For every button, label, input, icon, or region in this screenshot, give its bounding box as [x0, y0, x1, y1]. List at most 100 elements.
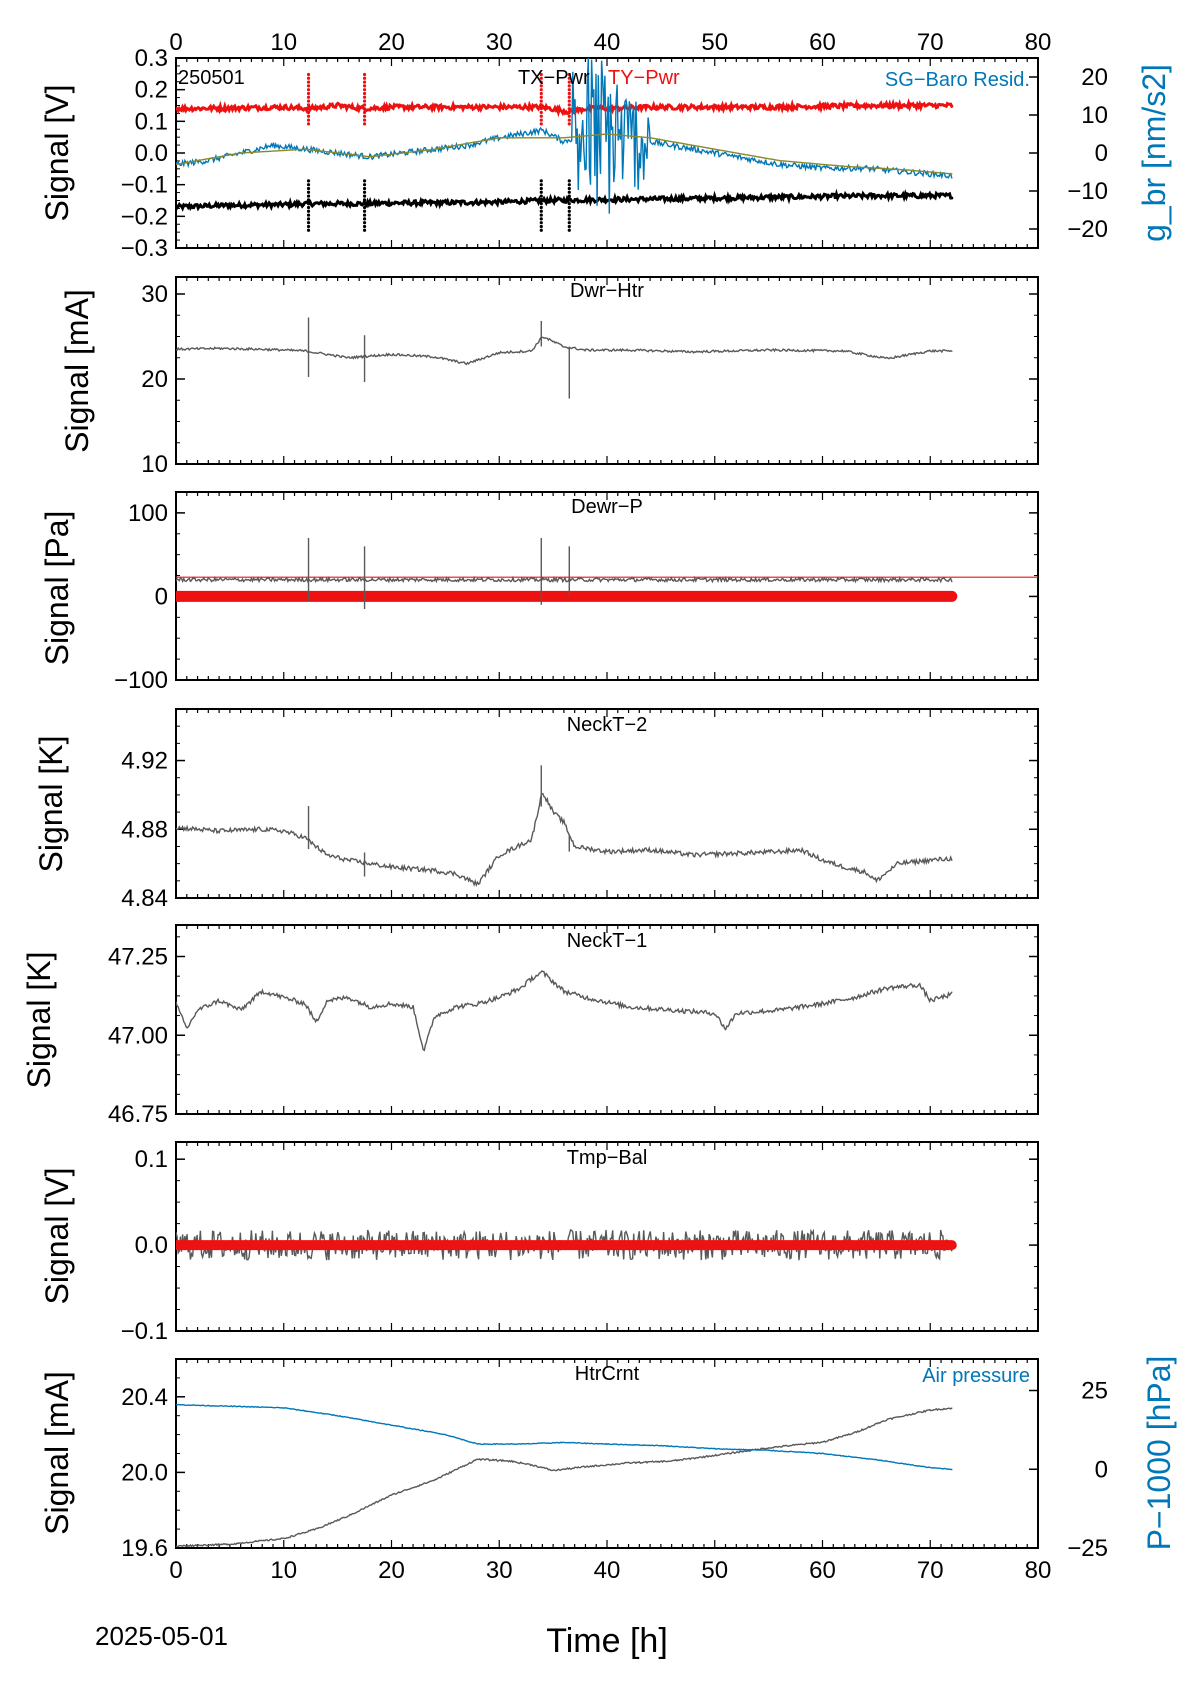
panel-1-y2-tick-label: −10 [1067, 178, 1108, 205]
panel-1-y-tick-label: 0.1 [135, 108, 168, 135]
panel-1-tx-spike-dot [567, 217, 571, 221]
panel-1-ty-spike-dot [539, 76, 543, 80]
panel-1-ty-spike-dot [362, 122, 367, 126]
panel-1-ty-spike-dot [567, 122, 571, 126]
panel-7-title: HtrCrnt [575, 1363, 640, 1385]
panel-1-tx-spike-dot [567, 202, 571, 206]
panel-1-tx-spike-dot [567, 186, 571, 191]
panel-5-frame [175, 924, 1039, 1115]
panel-1-tx-spike-dot [567, 209, 571, 213]
panel-1-ty-spike-dot [362, 107, 367, 111]
panel-7-y2label: P−1000 [hPa] [1141, 1356, 1177, 1551]
panel-1-tx-spike-dot [362, 209, 367, 213]
panel-1-ty-spike-dot [567, 91, 571, 96]
panel-4-frame [175, 708, 1039, 899]
panel-1-ty-spike-dot [362, 110, 367, 115]
x-tick-label-bottom: 30 [486, 1557, 513, 1584]
panel-1-tx-spike-dot [567, 194, 571, 198]
panel-1-tx-spike-dot [306, 190, 311, 194]
panel-1-ty-spike-dot [306, 72, 311, 77]
panel-3-title: Dewr−P [571, 496, 643, 518]
panel-1-tx-spike-dot [362, 228, 367, 232]
panel-1-ty-spike-dot [539, 80, 543, 84]
panel-1-tx-spike-dot [306, 202, 311, 206]
panel-7-plot-area [176, 1403, 953, 1548]
panel-2-series-1-line [176, 336, 953, 366]
x-tick-label-top: 80 [1025, 29, 1052, 56]
panel-1-y-tick-label: 0.0 [135, 140, 168, 167]
panel-1-ty-spike-dot [567, 118, 571, 122]
panel-1-ty-spike-dot [567, 88, 571, 92]
panel-7-y2-tick-label: −25 [1067, 1535, 1108, 1562]
panel-1-tx-spike-dot [306, 179, 311, 183]
panel-1-y2-tick-label: 10 [1081, 102, 1108, 129]
axes-layer [175, 57, 1039, 1549]
panel-1-tx-spike-dot [306, 224, 311, 229]
x-tick-label-top: 40 [594, 29, 621, 56]
panel-4-ylabel: Signal [K] [33, 736, 69, 873]
panel-1-tx-spike-dot [362, 198, 367, 202]
panel-5-title: NeckT−1 [567, 930, 648, 952]
panel-1-y2-tick-label: 0 [1095, 140, 1108, 167]
panel-7-series-2-line [176, 1403, 953, 1471]
panel-1-ty-spike-dot [567, 110, 571, 115]
panel-1-tx-spike-dot [306, 213, 311, 217]
panel-1-tx-spike-dot [539, 205, 543, 210]
panel-1-ty-spike-dot [306, 114, 311, 118]
panel-1-tx-spike-dot [567, 221, 571, 225]
panel-2-title: Dwr−Htr [570, 280, 644, 302]
plot-layer [176, 58, 1038, 1548]
panel-1-tx-spike-dot [362, 202, 367, 206]
x-tick-label-bottom: 10 [270, 1557, 297, 1584]
panel-1-ty-spike-dot [539, 107, 543, 111]
panel-1-tx-spike-dot [362, 221, 367, 225]
panel-1-tx-spike-dot [306, 183, 311, 187]
x-tick-label-top: 0 [169, 29, 182, 56]
panel-1-tx-spike-dot [306, 209, 311, 213]
panel-1-title-tx: TX−Pwr [518, 67, 590, 89]
panel-1-tx-spike-dot [539, 224, 543, 229]
panel-1-ty-spike-dot [539, 84, 543, 88]
panel-1-tx-spike-dot [567, 228, 571, 232]
panel-7-y-tick-label: 19.6 [121, 1535, 168, 1562]
panel-1-tx-spike-dot [539, 186, 543, 191]
panel-1-series-2-line [176, 97, 954, 118]
panel-1-plot-area [176, 58, 954, 232]
panel-1-tx-spike-dot [539, 183, 543, 187]
panel-7-y2-tick-label: 0 [1095, 1456, 1108, 1483]
panel-5-plot-area [176, 970, 953, 1052]
panel-1-tx-spike-dot [539, 202, 543, 206]
panel-6-ylabel: Signal [V] [39, 1168, 75, 1305]
date-label: 2025-05-01 [95, 1621, 228, 1651]
panel-2-y-tick-label: 10 [141, 451, 168, 478]
panel-1-ty-spike-dot [362, 95, 367, 99]
panel-6-y-tick-label: 0.0 [135, 1232, 168, 1259]
panel-1-ty-spike-dot [539, 103, 543, 107]
panel-1-ty-spike-dot [306, 118, 311, 122]
panel-4-series-1-line [176, 792, 953, 888]
x-tick-label-top: 70 [917, 29, 944, 56]
panel-1-ty-spike-dot [362, 72, 367, 77]
panel-2-plot-area [176, 317, 953, 399]
panel-1-ty-spike-dot [306, 80, 311, 84]
panel-4-y-tick-label: 4.84 [121, 885, 168, 912]
panel-7-ylabel: Signal [mA] [39, 1371, 75, 1535]
panel-1-ty-spike-dot [539, 110, 543, 115]
panel-1-y2-tick-label: −20 [1067, 216, 1108, 243]
panel-1-ty-spike-dot [567, 72, 571, 77]
panel-7-frame [175, 1358, 1039, 1549]
panel-1-tx-spike-dot [567, 198, 571, 202]
x-tick-label-top: 60 [809, 29, 836, 56]
panel-1-tx-spike-dot [539, 179, 543, 183]
panel-1-ty-spike-dot [567, 107, 571, 111]
panel-1-corner-label: 250501 [178, 67, 245, 89]
panel-5-y-tick-label: 47.00 [108, 1022, 168, 1049]
panel-1-y-tick-label: −0.3 [121, 235, 168, 262]
panel-1-tx-spike-dot [539, 217, 543, 221]
label-layer: −0.3−0.2−0.10.00.10.20.3−20−100102010203… [108, 29, 1108, 1584]
panel-6-y-tick-label: 0.1 [135, 1146, 168, 1173]
panel-1-tx-spike-dot [362, 224, 367, 229]
panel-1-tx-spike-dot [539, 194, 543, 198]
x-tick-label-bottom: 70 [917, 1557, 944, 1584]
